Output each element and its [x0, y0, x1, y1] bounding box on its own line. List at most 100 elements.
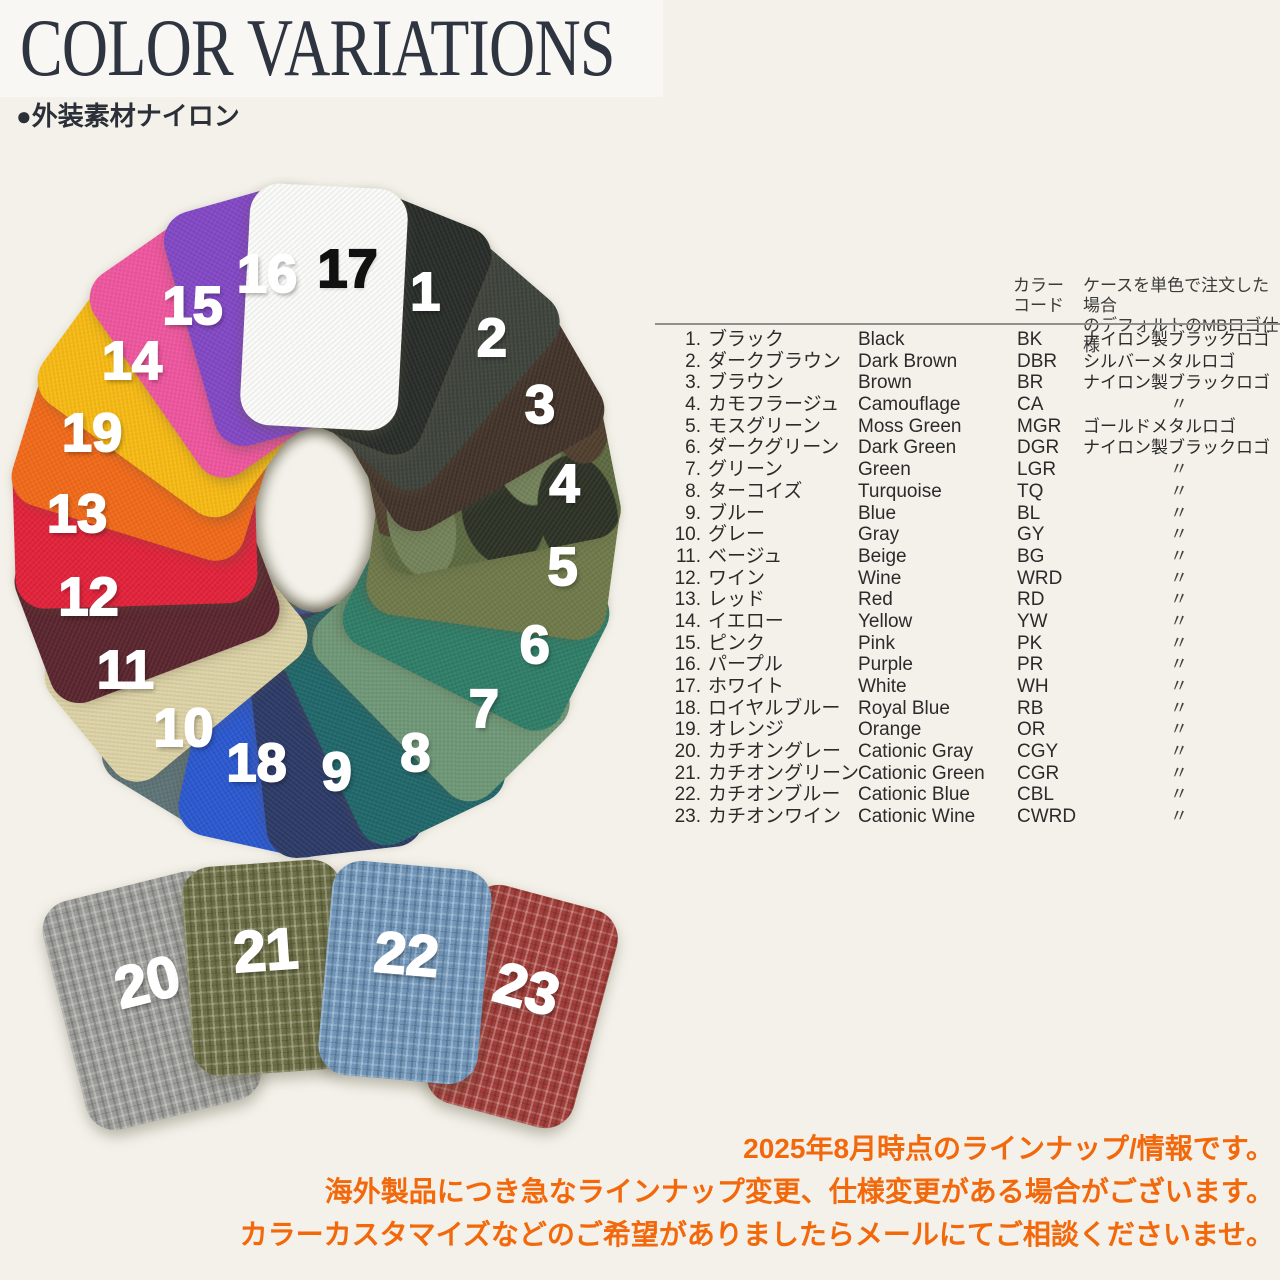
color-code: BG — [1017, 545, 1045, 567]
color-name-en: Blue — [858, 502, 897, 524]
color-code: WH — [1017, 676, 1049, 697]
color-code: WRD — [1017, 567, 1063, 589]
logo-spec: ゴールドメタルロゴ — [1083, 416, 1236, 436]
table-row: 18. ロイヤルブルー Royal Blue RB 〃 — [655, 698, 1280, 720]
table-row: 10. グレー Gray GY 〃 — [655, 524, 1280, 546]
color-name-en: Pink — [858, 632, 895, 654]
logo-spec: 〃 — [1170, 394, 1188, 415]
table-row: 7. グリーン Green LGR 〃 — [655, 459, 1280, 481]
wheel-swatch-number-6: 6 — [519, 614, 551, 675]
table-row: 13. レッド Red RD 〃 — [655, 589, 1280, 611]
row-number: 15. — [674, 632, 701, 654]
row-number: 16. — [674, 654, 701, 676]
color-code: BR — [1017, 372, 1044, 394]
table-row: 20. カチオングレー Cationic Gray CGY 〃 — [655, 741, 1280, 763]
logo-spec: 〃 — [1170, 762, 1188, 783]
color-name-ja: カモフラージュ — [708, 394, 840, 416]
table-row: 11. ベージュ Beige BG 〃 — [655, 546, 1280, 568]
row-number: 12. — [674, 567, 701, 589]
color-name-ja: ピンク — [708, 632, 766, 654]
color-name-ja: ブルー — [708, 502, 766, 524]
color-code: CBL — [1017, 784, 1054, 806]
color-name-ja: ターコイズ — [708, 480, 803, 502]
logo-spec: ナイロン製ブラックロゴ — [1083, 373, 1270, 393]
color-code: RB — [1017, 697, 1044, 719]
row-number: 6. — [685, 437, 701, 459]
cationic-swatch-22: 22 — [315, 857, 495, 1087]
logo-spec: 〃 — [1170, 784, 1188, 805]
row-number: 1. — [685, 329, 701, 350]
color-name-ja: ダークグリーン — [708, 437, 840, 459]
color-name-ja: モスグリーン — [708, 415, 822, 437]
wheel-swatch-number-9: 9 — [321, 741, 353, 802]
color-name-en: Brown — [858, 372, 912, 394]
logo-spec: 〃 — [1170, 741, 1188, 762]
color-name-en: Royal Blue — [858, 697, 950, 719]
color-name-ja: カチオンブルー — [708, 784, 841, 806]
color-name-en: Beige — [858, 545, 907, 567]
wheel-swatch-17 — [239, 182, 410, 433]
logo-spec-column-header: ケースを単色で注文した場合 のデフォルトのMBロゴ仕様 — [1083, 276, 1279, 355]
color-name-ja: パープル — [708, 654, 783, 676]
row-number: 11. — [675, 545, 701, 567]
color-table-rows: 1. ブラック Black BK ナイロン製ブラックロゴ 2. ダークブラウン Dark Br… — [655, 329, 1280, 828]
wheel-swatch-number-8: 8 — [399, 723, 431, 783]
wheel-swatch-number-2: 2 — [476, 308, 508, 369]
table-row: 14. イエロー Yellow YW 〃 — [655, 611, 1280, 633]
title-band: COLOR VARIATIONS — [0, 0, 663, 97]
row-number: 20. — [674, 741, 701, 763]
color-name-en: Turquoise — [858, 480, 942, 502]
wheel-swatch-number-18: 18 — [226, 732, 288, 793]
color-name-ja: ブラック — [708, 329, 785, 350]
color-name-en: Wine — [858, 567, 902, 589]
color-code: PR — [1017, 654, 1044, 676]
color-wheel: 17 1 2 3 4 5 6 7 8 9 18 10 11 12 13 19 14 15 16 — [0, 0, 680, 900]
table-row: 22. カチオンブルー Cationic Blue CBL 〃 — [655, 784, 1280, 806]
table-row: 5. モスグリーン Moss Green MGR ゴールドメタルロゴ — [655, 416, 1280, 438]
color-name-ja: カチオンワイン — [708, 806, 842, 828]
color-name-ja: ベージュ — [708, 545, 783, 567]
logo-spec: 〃 — [1170, 806, 1188, 827]
color-code: PK — [1017, 632, 1043, 654]
row-number: 22. — [674, 784, 701, 806]
table-row: 21. カチオングリーン Cationic Green CGR 〃 — [655, 763, 1280, 785]
wheel-swatch-number-16: 16 — [236, 244, 298, 305]
color-name-ja: グレー — [708, 524, 766, 546]
color-name-en: Cationic Green — [858, 762, 985, 784]
wheel-swatch-number-19: 19 — [61, 402, 123, 463]
color-name-en: Cationic Blue — [858, 784, 970, 806]
color-code: CWRD — [1017, 806, 1077, 828]
wheel-swatch-number-10: 10 — [152, 697, 214, 758]
row-number: 7. — [685, 459, 701, 481]
table-row: 17. ホワイト White WH 〃 — [655, 676, 1280, 698]
logo-spec: 〃 — [1170, 524, 1188, 545]
logo-spec: 〃 — [1170, 632, 1188, 653]
color-code: BK — [1017, 329, 1043, 350]
color-name-en: Orange — [858, 719, 922, 741]
table-row: 23. カチオンワイン Cationic Wine CWRD 〃 — [655, 806, 1280, 828]
row-number: 8. — [685, 480, 701, 502]
footer-notes: 2025年8月時点のラインナップ/情報です。 海外製品につき急なラインナップ変更… — [124, 1127, 1274, 1256]
wheel-swatch-number-14: 14 — [101, 330, 163, 391]
color-name-ja: カチオングレー — [708, 741, 842, 763]
wheel-swatch-number-4: 4 — [548, 454, 580, 514]
logo-spec: 〃 — [1170, 502, 1188, 523]
color-code: CA — [1017, 394, 1044, 416]
row-number: 4. — [685, 394, 701, 416]
logo-spec: ナイロン製ブラックロゴ — [1083, 330, 1270, 349]
color-name-en: Dark Brown — [858, 350, 958, 372]
logo-spec: 〃 — [1170, 697, 1188, 718]
color-name-ja: レッド — [708, 589, 766, 611]
row-number: 23. — [674, 806, 701, 828]
color-name-en: Red — [858, 589, 893, 611]
color-code: YW — [1017, 610, 1048, 632]
page-title: COLOR VARIATIONS — [20, 2, 615, 93]
table-row: 8. ターコイズ Turquoise TQ 〃 — [655, 481, 1280, 503]
row-number: 2. — [685, 350, 701, 372]
row-number: 9. — [685, 502, 701, 524]
color-code: DBR — [1017, 350, 1058, 372]
logo-spec: 〃 — [1170, 459, 1188, 480]
logo-spec: シルバーメタルロゴ — [1083, 351, 1236, 371]
wheel-swatch-number-5: 5 — [547, 536, 579, 597]
logo-spec: 〃 — [1170, 654, 1188, 675]
